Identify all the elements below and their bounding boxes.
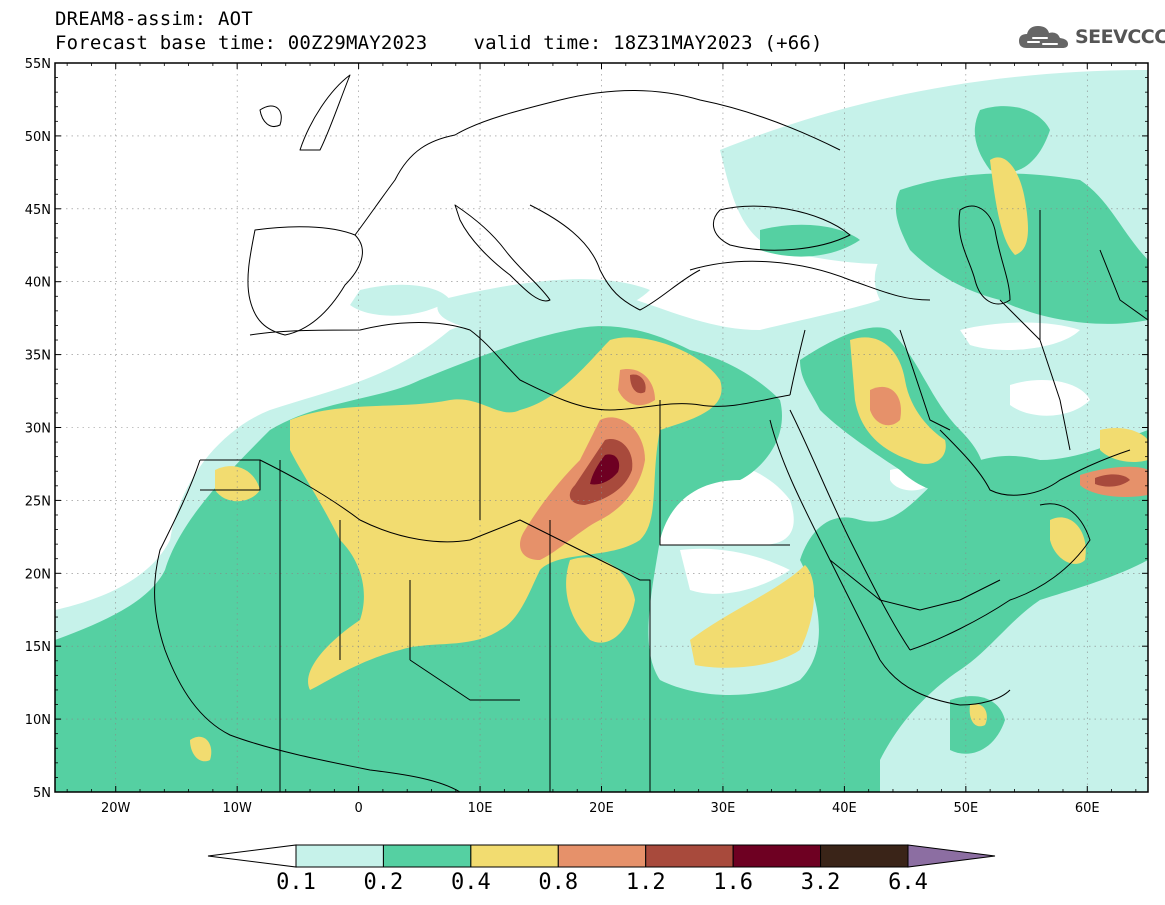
cloud-icon: [1019, 26, 1068, 48]
colorbar: 0.1 0.2 0.4 0.8 1.2 1.6 3.2 6.4: [207, 844, 996, 895]
map-title: DREAM8-assim: AOT: [55, 8, 253, 30]
lat-tick-label: 40N: [25, 276, 51, 291]
lon-tick-label: 30E: [711, 801, 736, 816]
lat-tick-label: 45N: [25, 203, 51, 218]
colorbar-level-label: 0.8: [538, 870, 578, 895]
coastlines-and-borders: [154, 74, 1148, 792]
lon-tick-label: 50E: [953, 801, 978, 816]
colorbar-level-label: 6.4: [888, 870, 928, 895]
lon-tick-label: 10W: [222, 801, 252, 816]
colorbar-under-arrow: [207, 844, 297, 868]
time-info: Forecast base time: 00Z29MAY2023 valid ti…: [55, 32, 823, 54]
lon-tick-label: 60E: [1075, 801, 1100, 816]
lat-tick-label: 5N: [33, 786, 51, 801]
colorbar-segment: [382, 844, 472, 868]
lon-tick-label: 40E: [832, 801, 857, 816]
lon-tick-label: 20W: [101, 801, 131, 816]
aot-field: [55, 63, 1148, 792]
colorbar-segment: [557, 844, 647, 868]
lon-tick-label: 0: [354, 801, 362, 816]
colorbar-segment: [295, 844, 384, 868]
valid-time: valid time: 18Z31MAY2023 (+66): [473, 32, 823, 54]
latitude-axis: 55N 50N 45N 40N 35N 30N 25N 20N 15N 10N 5N: [25, 57, 1148, 801]
lat-tick-label: 50N: [25, 130, 51, 145]
seevccc-logo: SEEVCCC: [1017, 22, 1165, 52]
colorbar-level-label: 3.2: [801, 870, 841, 895]
forecast-base-time: Forecast base time: 00Z29MAY2023: [55, 32, 428, 54]
colorbar-level-label: 1.2: [626, 870, 666, 895]
colorbar-over-arrow: [907, 844, 996, 868]
colorbar-level-label: 0.2: [364, 870, 404, 895]
logo-text: SEEVCCC: [1075, 26, 1165, 48]
lat-tick-label: 55N: [25, 57, 51, 72]
lat-lon-grid: [55, 63, 1148, 792]
colorbar-segment: [470, 844, 559, 868]
title-text: DREAM8-assim: AOT: [55, 8, 253, 30]
longitude-axis: 20W 10W 0 10E 20E 30E 40E 50E 60E: [66, 63, 1137, 816]
colorbar-segment: [645, 844, 734, 868]
lon-tick-label: 20E: [589, 801, 614, 816]
colorbar-level-label: 0.1: [276, 870, 316, 895]
lat-tick-label: 30N: [25, 422, 51, 437]
colorbar-segment: [820, 844, 909, 868]
lon-tick-label: 10E: [468, 801, 493, 816]
colorbar-segment: [732, 844, 822, 868]
colorbar-level-label: 1.6: [713, 870, 753, 895]
lat-tick-label: 20N: [25, 567, 51, 582]
colorbar-level-label: 0.4: [451, 870, 491, 895]
lat-tick-label: 15N: [25, 640, 51, 655]
lat-tick-label: 25N: [25, 494, 51, 509]
aot-level-1.6: [590, 454, 620, 485]
lat-tick-label: 10N: [25, 713, 51, 728]
lat-tick-label: 35N: [25, 349, 51, 364]
